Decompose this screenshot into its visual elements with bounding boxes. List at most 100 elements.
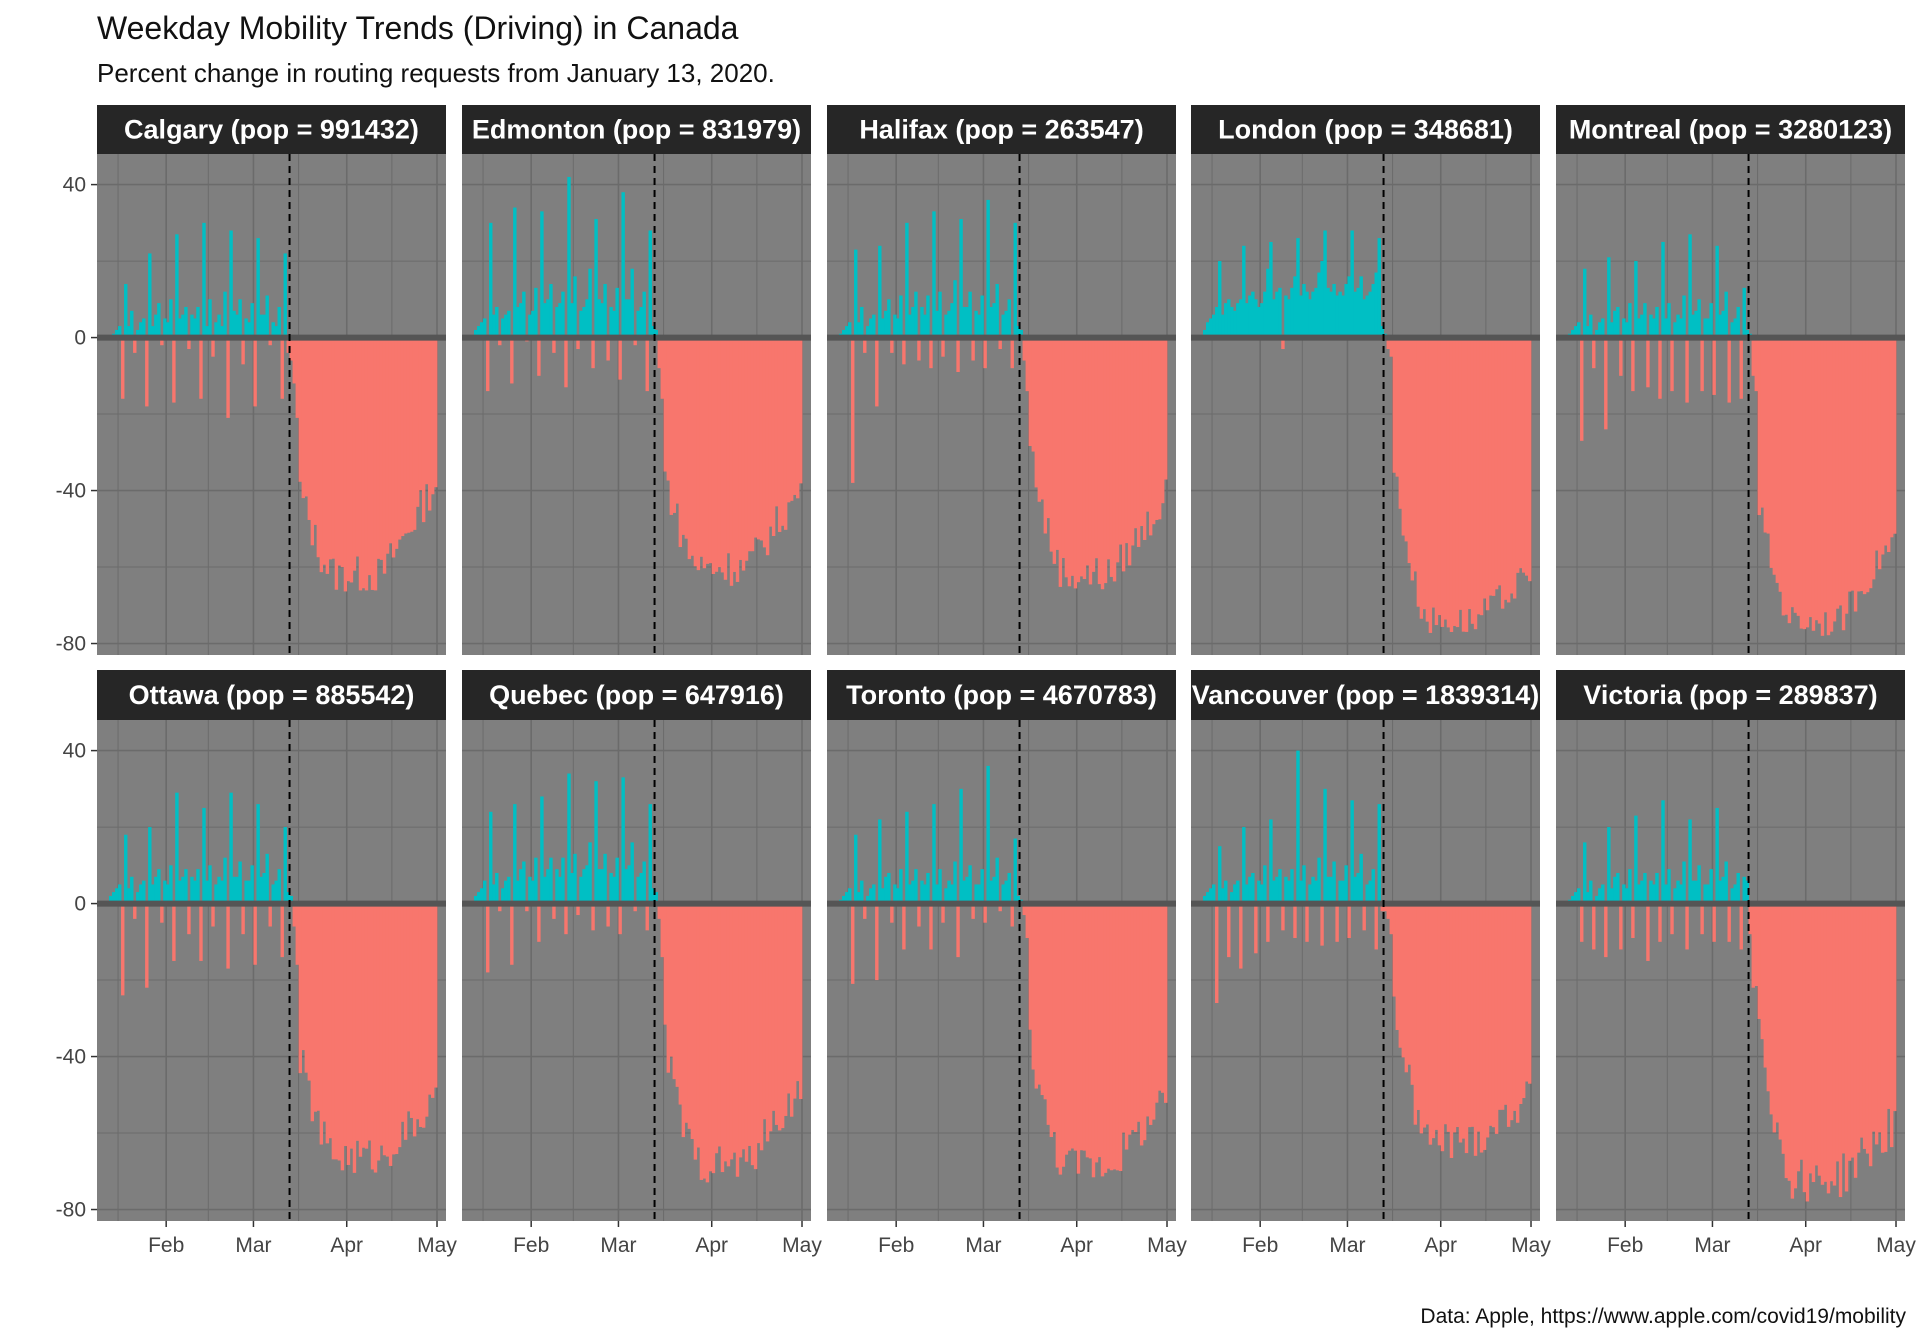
data-bar (1103, 903, 1108, 1173)
data-bar (1272, 880, 1276, 904)
x-tick-label: Feb (1242, 1234, 1278, 1257)
data-bar (765, 337, 770, 556)
data-bar (1058, 337, 1063, 587)
data-bar (708, 903, 713, 1172)
data-bar (331, 903, 336, 1160)
data-bar (412, 337, 417, 530)
data-bar (1043, 337, 1048, 534)
data-bar (1332, 284, 1336, 338)
data-bar (789, 337, 794, 501)
data-bar (1814, 903, 1819, 1166)
data-bar (992, 876, 996, 904)
data-bar (1682, 295, 1686, 338)
data-bar (1049, 337, 1054, 552)
data-bar (1574, 892, 1578, 904)
data-bar (1524, 903, 1529, 1082)
data-bar (1010, 903, 1014, 927)
data-bar (1871, 337, 1876, 580)
data-bar (361, 903, 366, 1148)
data-bar (265, 853, 269, 904)
data-bar (1034, 903, 1039, 1089)
data-bar (370, 903, 375, 1170)
data-bar (424, 337, 429, 485)
data-bar (786, 337, 791, 503)
data-bar (860, 306, 864, 338)
data-bar (480, 322, 484, 338)
data-bar (675, 903, 680, 1087)
data-bar (600, 303, 604, 338)
data-bar (1799, 337, 1804, 629)
data-bar (1604, 903, 1608, 958)
data-bar (142, 318, 146, 338)
data-bar (1808, 337, 1813, 618)
data-bar (1281, 337, 1285, 350)
data-bar (211, 337, 215, 357)
data-bar (1610, 888, 1614, 904)
data-bar (950, 303, 954, 338)
data-bar (1877, 337, 1882, 570)
data-bar (196, 869, 200, 904)
data-bar (316, 903, 321, 1111)
data-bar (492, 884, 496, 904)
data-bar (1046, 337, 1051, 519)
data-bar (1338, 291, 1342, 338)
data-bar (570, 872, 574, 904)
data-bar (1257, 880, 1261, 904)
data-bar (1479, 337, 1484, 616)
data-bar (364, 903, 369, 1149)
data-bar (887, 872, 891, 904)
data-bar (1766, 337, 1771, 534)
data-bar (1094, 903, 1099, 1163)
data-bar (696, 903, 701, 1148)
data-bar (1320, 903, 1324, 946)
data-bar (899, 295, 903, 338)
data-bar (992, 303, 996, 338)
data-bar (1353, 876, 1357, 904)
data-bar (799, 337, 803, 484)
facet-strip (1556, 670, 1905, 720)
x-tick-label: Apr (330, 1234, 363, 1257)
data-bar (549, 857, 553, 904)
data-bar (1341, 880, 1345, 904)
data-bar (585, 299, 589, 338)
data-bar (397, 903, 402, 1148)
data-bar (1682, 861, 1686, 904)
data-bar (1154, 903, 1159, 1103)
data-bar (1793, 903, 1798, 1189)
data-bar (388, 903, 393, 1166)
data-bar (1413, 337, 1418, 572)
facet-label: London (pop = 348681) (1218, 115, 1513, 145)
data-bar (1829, 903, 1834, 1182)
data-bar (576, 903, 580, 916)
data-bar (690, 337, 695, 556)
data-bar (286, 337, 290, 353)
data-bar (418, 903, 423, 1127)
data-bar (711, 337, 716, 575)
data-bar (1070, 337, 1075, 576)
data-bar (394, 903, 399, 1155)
data-bar (1724, 861, 1728, 904)
data-bar (917, 337, 921, 361)
y-tick-label: -40 (56, 480, 86, 503)
data-bar (1628, 869, 1632, 904)
data-bar (1239, 299, 1243, 338)
data-bar (1341, 295, 1345, 338)
data-bar (1139, 903, 1144, 1146)
data-bar (1079, 337, 1084, 577)
data-bar (968, 865, 972, 904)
data-bar (1263, 865, 1267, 904)
data-bar (1067, 337, 1072, 587)
data-bar (1251, 291, 1255, 338)
x-tick-label: Mar (600, 1234, 636, 1257)
data-bar (1688, 234, 1692, 338)
data-bar (1643, 303, 1647, 338)
data-bar (729, 337, 734, 586)
data-bar (1691, 314, 1695, 338)
data-bar (1130, 337, 1135, 546)
x-tick-label: Apr (1424, 1234, 1457, 1257)
data-bar (1616, 306, 1620, 338)
data-bar (1503, 903, 1508, 1105)
data-bar (1571, 329, 1575, 338)
data-bar (950, 884, 954, 904)
